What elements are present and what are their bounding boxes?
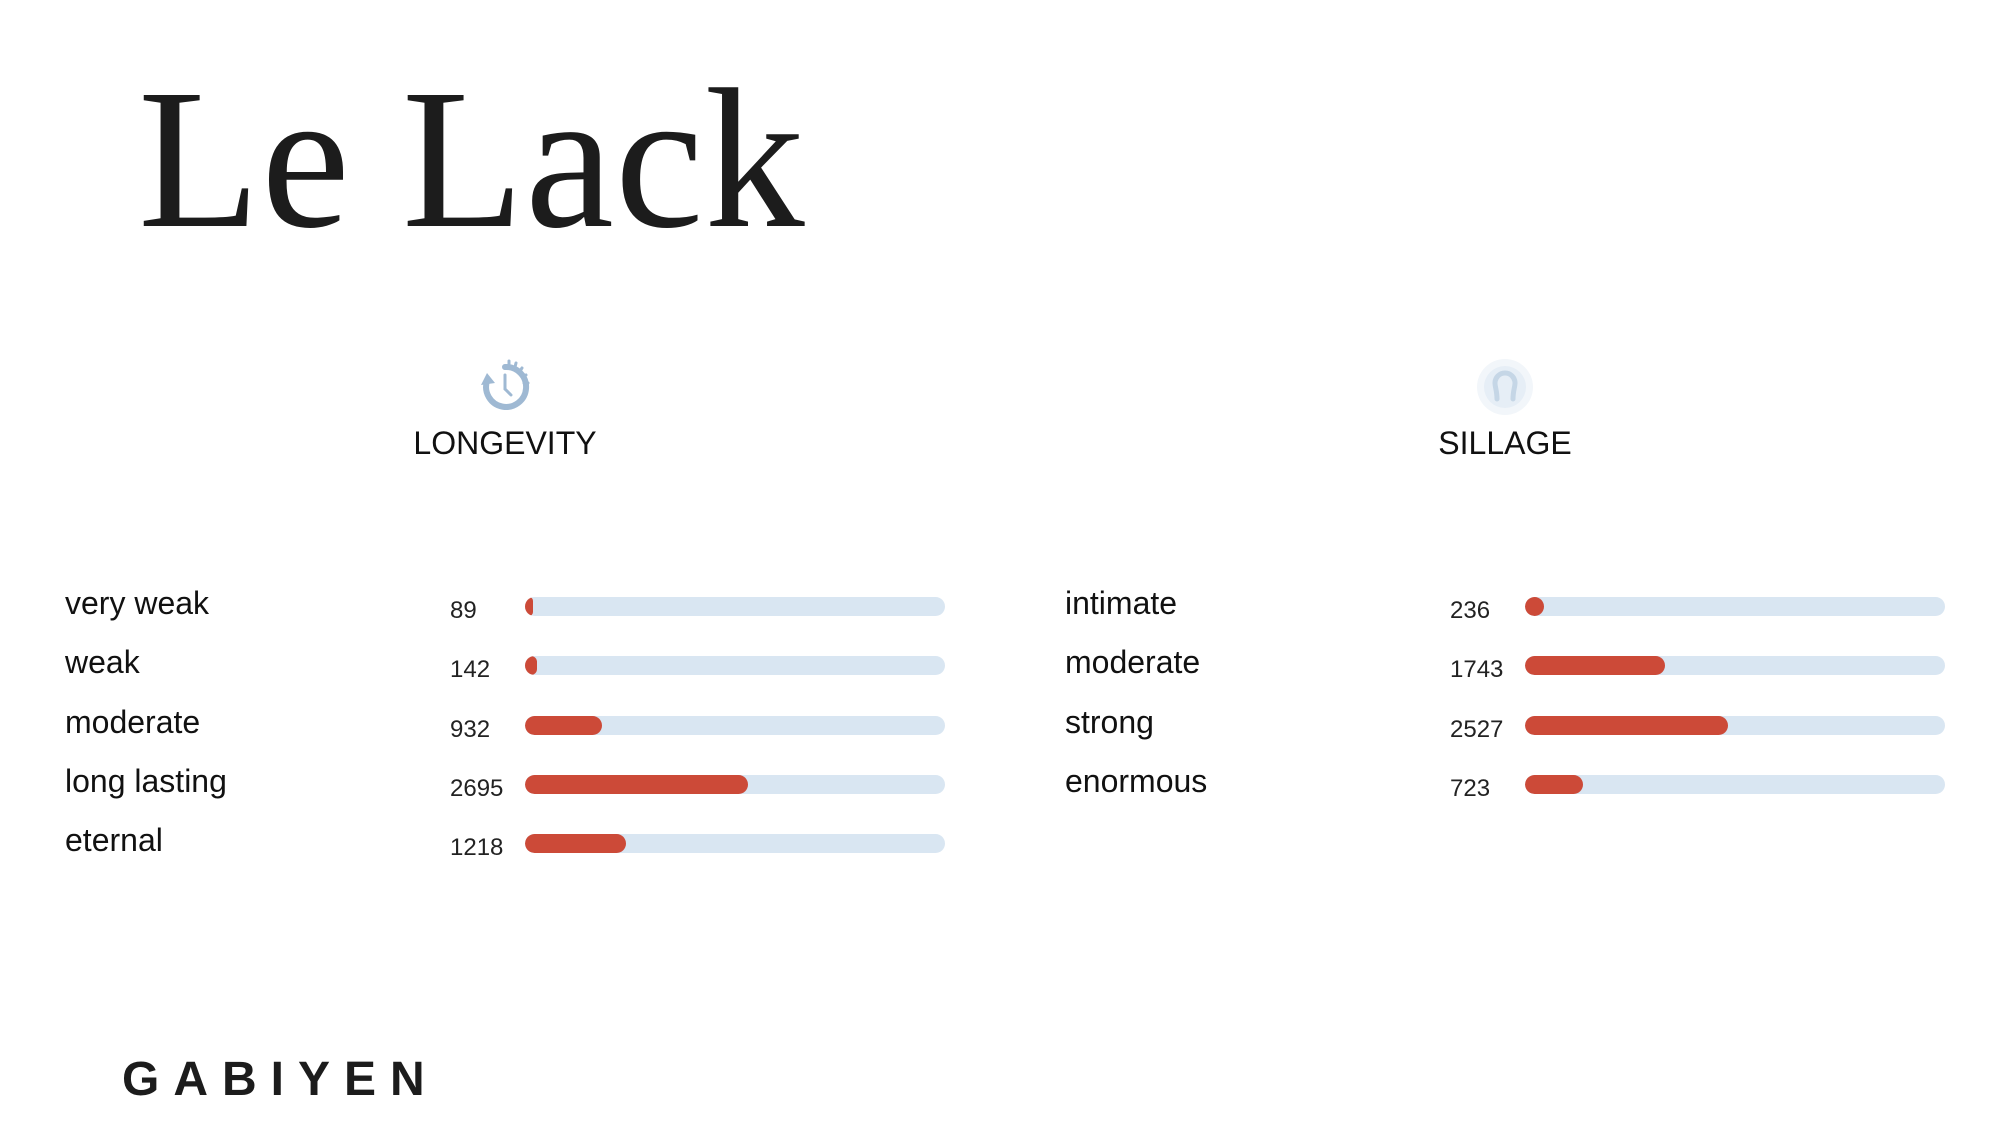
vote-count: 1218 — [450, 834, 504, 862]
vote-label: weak — [65, 644, 140, 681]
brand-logo: GABIYEN — [122, 1053, 439, 1106]
vote-bar-fill — [1525, 774, 1584, 794]
vote-row: intimate 236 — [1065, 585, 1965, 644]
vote-count: 89 — [450, 597, 477, 624]
vote-bar-fill — [525, 715, 603, 735]
vote-bar-track — [1525, 715, 1945, 735]
vote-row: moderate 932 — [65, 704, 965, 763]
longevity-heading: LONGEVITY — [413, 425, 597, 461]
vote-bar-fill — [525, 834, 626, 854]
vote-count: 932 — [450, 715, 491, 743]
vote-count: 142 — [450, 656, 491, 684]
vote-row: enormous 723 — [1065, 763, 1965, 822]
vote-bar-fill — [1525, 656, 1665, 676]
vote-bar-fill — [525, 774, 748, 794]
vote-label: moderate — [65, 703, 201, 740]
vote-row: very weak 89 — [65, 585, 965, 644]
vote-count: 723 — [1450, 774, 1491, 802]
vote-bar-fill — [525, 597, 533, 616]
vote-label: strong — [1065, 703, 1154, 740]
vote-count: 2527 — [1450, 715, 1504, 743]
person-aura-icon — [1477, 359, 1533, 415]
vote-bar-track — [525, 597, 945, 616]
longevity-header: LONGEVITY — [305, 355, 705, 462]
vote-bar-fill — [1525, 715, 1728, 735]
vote-bar-track — [525, 656, 945, 676]
perfume-title: Le Lack — [138, 49, 806, 270]
vote-row: long lasting 2695 — [65, 763, 965, 822]
longevity-votes: very weak 89 weak 142 moderate 932 long lastin… — [65, 585, 965, 881]
vote-bar-track — [525, 715, 945, 735]
vote-count: 1743 — [1450, 656, 1504, 684]
vote-bar-track — [1525, 597, 1945, 616]
sillage-heading: SILLAGE — [1438, 425, 1572, 461]
vote-bar-track — [1525, 774, 1945, 794]
vote-bar-fill — [525, 656, 537, 676]
vote-label: enormous — [1065, 762, 1208, 799]
vote-label: intimate — [1065, 585, 1178, 621]
vote-count: 236 — [1450, 597, 1491, 624]
vote-row: moderate 1743 — [1065, 644, 1965, 703]
sillage-header: SILLAGE — [1305, 355, 1705, 462]
vote-row: strong 2527 — [1065, 704, 1965, 763]
sillage-votes: intimate 236 moderate 1743 strong 2527 enormou… — [1065, 585, 1965, 822]
vote-bar-track — [525, 774, 945, 794]
vote-bar-fill — [1525, 597, 1544, 616]
vote-label: eternal — [65, 822, 163, 859]
clock-arrow-icon — [481, 359, 530, 410]
vote-row: weak 142 — [65, 644, 965, 703]
vote-count: 2695 — [450, 774, 504, 802]
vote-label: moderate — [1065, 644, 1201, 681]
vote-label: very weak — [65, 585, 210, 621]
vote-row: eternal 1218 — [65, 822, 965, 881]
vote-label: long lasting — [65, 762, 227, 799]
vote-bar-track — [525, 834, 945, 854]
vote-bar-track — [1525, 656, 1945, 676]
